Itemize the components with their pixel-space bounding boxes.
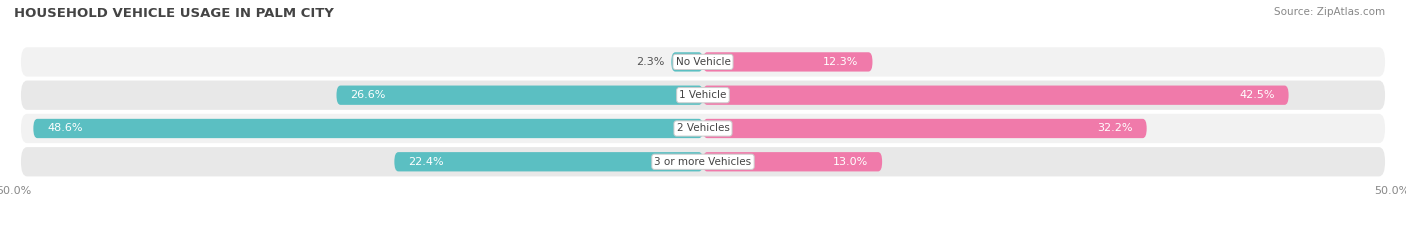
Text: 26.6%: 26.6% (350, 90, 385, 100)
Text: 3 or more Vehicles: 3 or more Vehicles (654, 157, 752, 167)
FancyBboxPatch shape (21, 114, 1385, 143)
FancyBboxPatch shape (21, 81, 1385, 110)
Text: 13.0%: 13.0% (834, 157, 869, 167)
Text: 48.6%: 48.6% (48, 123, 83, 134)
FancyBboxPatch shape (21, 47, 1385, 77)
FancyBboxPatch shape (336, 86, 703, 105)
Text: 12.3%: 12.3% (824, 57, 859, 67)
FancyBboxPatch shape (21, 147, 1385, 176)
FancyBboxPatch shape (394, 152, 703, 171)
Text: 22.4%: 22.4% (408, 157, 444, 167)
Text: 1 Vehicle: 1 Vehicle (679, 90, 727, 100)
Text: 42.5%: 42.5% (1239, 90, 1275, 100)
FancyBboxPatch shape (703, 52, 873, 72)
FancyBboxPatch shape (671, 52, 703, 72)
FancyBboxPatch shape (703, 152, 882, 171)
Text: 2 Vehicles: 2 Vehicles (676, 123, 730, 134)
FancyBboxPatch shape (703, 119, 1147, 138)
FancyBboxPatch shape (34, 119, 703, 138)
Text: Source: ZipAtlas.com: Source: ZipAtlas.com (1274, 7, 1385, 17)
Text: 32.2%: 32.2% (1098, 123, 1133, 134)
FancyBboxPatch shape (703, 86, 1289, 105)
Text: No Vehicle: No Vehicle (675, 57, 731, 67)
Text: 2.3%: 2.3% (636, 57, 665, 67)
Text: HOUSEHOLD VEHICLE USAGE IN PALM CITY: HOUSEHOLD VEHICLE USAGE IN PALM CITY (14, 7, 335, 20)
